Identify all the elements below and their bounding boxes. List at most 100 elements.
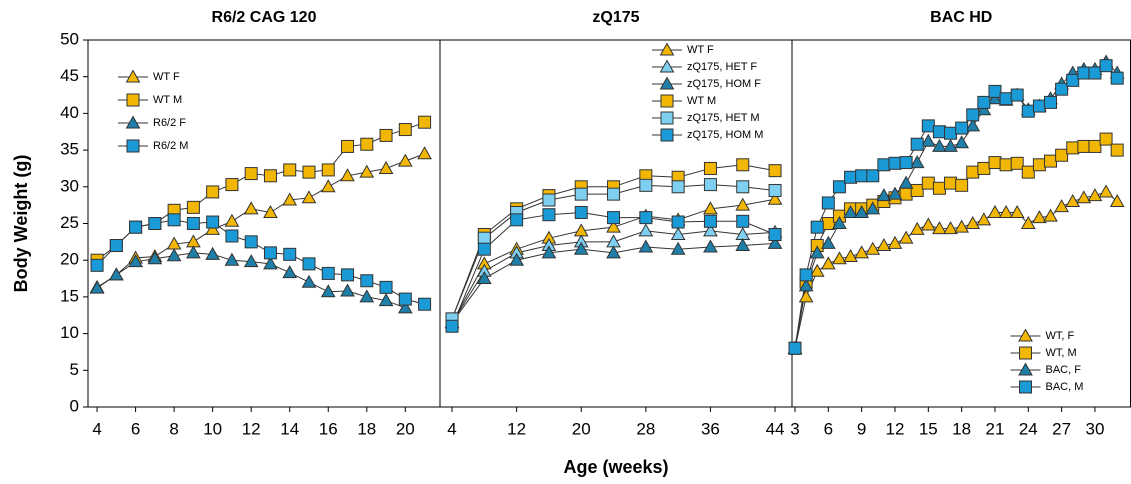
x-tick-label: 15 (919, 419, 938, 438)
series-line (96, 153, 425, 288)
data-point (965, 215, 981, 229)
series-line (96, 219, 425, 305)
data-point (244, 235, 258, 249)
data-point (876, 238, 892, 252)
data-point (186, 200, 200, 214)
data-point (283, 247, 297, 261)
data-point (606, 245, 621, 259)
data-point (855, 169, 869, 183)
data-point (148, 217, 162, 230)
data-point (987, 91, 1003, 105)
data-point (768, 228, 782, 242)
data-point (832, 180, 846, 194)
legend-label: zQ175, HET M (687, 112, 760, 124)
data-point (820, 235, 836, 249)
x-tick-label: 9 (857, 419, 866, 438)
data-point (670, 241, 686, 255)
data-point (809, 263, 825, 277)
data-point (320, 179, 336, 193)
data-point (736, 214, 750, 228)
data-point (341, 268, 355, 282)
data-point (606, 234, 621, 248)
data-point (398, 292, 412, 306)
data-point (340, 283, 355, 297)
data-point (854, 245, 870, 259)
data-point (360, 274, 374, 288)
data-point (932, 125, 946, 139)
data-point (977, 95, 991, 109)
data-point (1077, 139, 1091, 153)
data-point (128, 254, 143, 268)
panel-title: R6/2 CAG 120 (212, 9, 317, 26)
data-point (108, 267, 124, 281)
data-point (899, 187, 913, 201)
data-point (1044, 95, 1058, 109)
data-point (966, 165, 980, 179)
data-point (360, 137, 374, 151)
data-point (887, 186, 903, 200)
data-point (768, 183, 782, 197)
x-tick-label: 24 (1019, 419, 1038, 438)
data-point (1044, 154, 1058, 168)
data-point (877, 158, 891, 172)
legend-marker (659, 76, 675, 90)
data-point (767, 191, 783, 205)
data-point (832, 215, 847, 229)
x-tick-label: 10 (203, 419, 222, 438)
y-tick-label: 10 (60, 323, 79, 342)
data-point (1054, 199, 1069, 213)
data-point (186, 245, 201, 259)
data-point (1021, 165, 1035, 179)
data-point (639, 178, 653, 192)
series-line (96, 121, 425, 261)
x-tick-label: 30 (1085, 419, 1104, 438)
y-tick-label: 0 (70, 396, 79, 415)
data-point (809, 245, 825, 259)
data-point (639, 211, 653, 225)
data-point (909, 221, 925, 235)
data-point (799, 268, 813, 282)
data-point (736, 180, 750, 194)
data-point (854, 204, 870, 218)
data-point (909, 155, 925, 169)
y-tick-label: 30 (60, 176, 79, 195)
legend-marker (125, 115, 141, 129)
data-point (186, 217, 200, 230)
data-point (359, 164, 375, 178)
data-point (703, 214, 717, 228)
data-point (671, 180, 685, 194)
data-point (1020, 215, 1036, 229)
data-point (283, 163, 297, 177)
legend-label: R6/2 M (153, 140, 188, 152)
data-point (476, 271, 492, 285)
data-point (976, 212, 992, 226)
data-point (955, 178, 969, 192)
data-point (899, 156, 913, 170)
data-point (379, 128, 393, 142)
data-point (910, 137, 924, 151)
data-point (1032, 210, 1047, 224)
data-point (998, 204, 1014, 218)
x-tick-label: 3 (790, 419, 799, 438)
data-point (932, 138, 947, 152)
legend-marker (126, 139, 140, 153)
x-tick-label: 18 (952, 419, 971, 438)
data-point (843, 204, 858, 218)
panel-title: BAC HD (930, 9, 992, 26)
legend-marker (126, 93, 140, 107)
legend-label: zQ175, HOM M (687, 129, 763, 141)
data-point (920, 217, 936, 231)
data-point (301, 190, 317, 204)
data-point (820, 256, 836, 270)
data-point (866, 169, 880, 183)
data-point (888, 156, 902, 170)
data-point (638, 223, 654, 237)
data-point (865, 241, 881, 255)
data-point (224, 252, 240, 266)
x-tick-label: 4 (447, 419, 456, 438)
data-point (574, 205, 588, 219)
data-point (1099, 59, 1113, 73)
data-point (205, 221, 221, 235)
y-axis-label: Body Weight (g) (11, 155, 31, 293)
series-line (794, 65, 1118, 349)
